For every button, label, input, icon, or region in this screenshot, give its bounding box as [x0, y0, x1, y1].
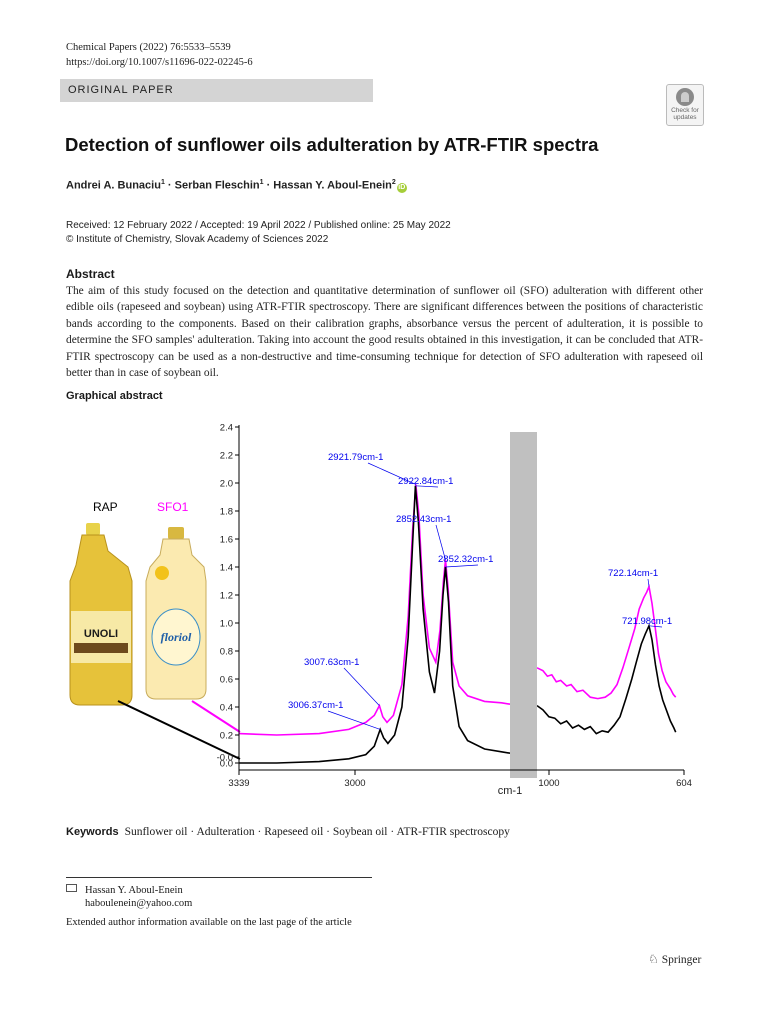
bookmark-icon: [676, 88, 694, 106]
series-line-sfo1-right: [536, 583, 677, 700]
y-tick-label: 2.0: [220, 479, 233, 490]
copyright-line: © Institute of Chemistry, Slovak Academy…: [66, 234, 329, 245]
y-tick-label: 0.4: [220, 703, 233, 714]
rap-label: RAP: [93, 500, 118, 514]
publisher-name: Springer: [661, 954, 702, 966]
author-name[interactable]: Andrei A. Bunaciu: [66, 179, 161, 192]
keyword-item: ATR-FTIR spectroscopy: [396, 826, 510, 838]
author-separator: ·: [164, 179, 175, 192]
orcid-icon[interactable]: iD: [396, 182, 407, 193]
peak-annotation-label: 3006.37cm-1: [288, 700, 343, 711]
peak-annotation-leader: [367, 462, 416, 485]
peak-annotation-leader: [343, 667, 380, 706]
y-tick-label: 0.0: [220, 759, 233, 770]
check-updates-line1: Check for: [671, 107, 699, 114]
rap-pointer-line: [117, 700, 241, 760]
paper-title: Detection of sunflower oils adulteration…: [65, 134, 599, 155]
y-tick-label: 1.2: [220, 591, 233, 602]
keyword-item: Sunflower oil: [124, 826, 188, 838]
peak-annotation-label: 722.14cm-1: [608, 568, 658, 579]
check-updates-line2: updates: [673, 114, 697, 121]
x-tick-label: 3339: [228, 778, 249, 789]
publisher-logo: ♘ Springer: [648, 952, 701, 966]
x-tick-label: 604: [676, 778, 692, 789]
peak-annotation-leader: [647, 578, 650, 587]
rap-brand-label: UNOLI: [84, 628, 118, 640]
corresponding-email[interactable]: haboulenein@yahoo.com: [85, 898, 193, 909]
graphical-abstract-figure: UNOLI floriol RAP SFO1 -0.00.0 0.2 0.4 0.6 0…: [69, 423, 692, 798]
y-tick-label: 0.6: [220, 675, 233, 686]
peak-annotation-leader: [327, 710, 381, 730]
dates-line: Received: 12 February 2022 / Accepted: 1…: [66, 220, 451, 231]
peak-annotation-label: 2852.32cm-1: [438, 554, 493, 565]
y-tick-label: 1.4: [220, 563, 233, 574]
publication-dates: Received: 12 February 2022 / Accepted: 1…: [66, 219, 451, 247]
abstract-heading: Abstract: [66, 267, 115, 281]
footnote-divider: [66, 877, 372, 878]
keywords-list: Sunflower oil · Adulteration · Rapeseed …: [125, 826, 510, 838]
extended-author-info: Extended author information available on…: [66, 917, 352, 928]
peak-annotation-label: 721.98cm-1: [622, 616, 672, 627]
author-separator: ·: [263, 179, 274, 192]
peak-annotation-leader: [435, 524, 446, 561]
peak-annotation-label: 3007.63cm-1: [304, 657, 359, 668]
peak-annotation-leader: [648, 625, 663, 628]
keywords-label: Keywords: [66, 826, 119, 838]
keyword-item: Rapeseed oil: [264, 826, 324, 838]
peak-annotation-label: 2921.79cm-1: [328, 452, 383, 463]
y-tick-label: 2.4: [220, 423, 233, 434]
author-list: Andrei A. Bunaciu1 · Serban Fleschin1 · …: [66, 179, 407, 193]
abstract-body: The aim of this study focused on the det…: [66, 285, 703, 380]
keywords: Keywords Sunflower oil · Adulteration · R…: [66, 826, 510, 838]
keyword-separator: ·: [323, 826, 333, 838]
affiliation-mark: 2: [391, 179, 396, 186]
envelope-icon: [66, 884, 77, 892]
peak-annotation-leader: [445, 564, 479, 568]
affiliation-mark: 1: [259, 179, 264, 186]
y-tick-label: 0.2: [220, 731, 233, 742]
keyword-separator: ·: [254, 826, 265, 838]
x-axis-label: cm-1: [498, 785, 522, 797]
sfo1-pointer-line: [191, 700, 241, 733]
sfo1-label: SFO1: [157, 500, 189, 514]
author-name[interactable]: Hassan Y. Aboul-Enein: [273, 179, 392, 192]
y-tick-label: 2.2: [220, 451, 233, 462]
check-for-updates-badge[interactable]: Check for updates: [666, 84, 704, 126]
peak-annotation-label: 2922.84cm-1: [398, 476, 453, 487]
sfo-brand-label: floriol: [161, 630, 192, 644]
article-type-banner: ORIGINAL PAPER: [60, 79, 373, 102]
series-line-rap-left: [239, 485, 511, 764]
axis-break-band: [510, 432, 537, 778]
series-line-sfo1-left: [238, 484, 511, 736]
keyword-item: Adulteration: [196, 826, 255, 838]
corresponding-author: Hassan Y. Aboul-Enein: [85, 885, 183, 896]
chess-knight-icon: ♘: [648, 952, 659, 966]
peak-annotation-leader: [415, 485, 439, 488]
correspondence: Hassan Y. Aboul-Enein haboulenein@yahoo.…: [66, 884, 192, 910]
journal-citation: Chemical Papers (2022) 76:5533–5539 http…: [66, 40, 253, 70]
series-line-rap-right: [536, 623, 677, 735]
affiliation-mark: 1: [160, 179, 165, 186]
rapeseed-bottle: UNOLI: [69, 523, 133, 706]
y-tick-label: 1.0: [220, 619, 233, 630]
peak-annotation-label: 2852.43cm-1: [396, 514, 451, 525]
author-name[interactable]: Serban Fleschin: [174, 179, 260, 192]
sunflower-bottle: floriol: [145, 527, 207, 700]
graphical-abstract-heading: Graphical abstract: [66, 390, 163, 402]
x-tick-label: 1000: [538, 778, 559, 789]
y-tick-label: 0.8: [220, 647, 233, 658]
y-tick-label: 1.8: [220, 507, 233, 518]
oil-bottles: UNOLI floriol RAP SFO1: [69, 500, 207, 706]
y-tick-label: -0.0: [217, 753, 233, 764]
keyword-separator: ·: [387, 826, 397, 838]
keyword-item: Soybean oil: [332, 826, 388, 838]
journal-citation-text: Chemical Papers (2022) 76:5533–5539: [66, 42, 231, 53]
doi-link[interactable]: https://doi.org/10.1007/s11696-022-02245…: [66, 57, 253, 68]
x-tick-label: 3000: [344, 778, 365, 789]
keyword-separator: ·: [187, 826, 197, 838]
y-tick-label: 1.6: [220, 535, 233, 546]
ftir-spectrum-plot: -0.00.0 0.2 0.4 0.6 0.8 1.0 1.2 1.4 1.6 1.8 2.0 2.2…: [217, 423, 692, 798]
